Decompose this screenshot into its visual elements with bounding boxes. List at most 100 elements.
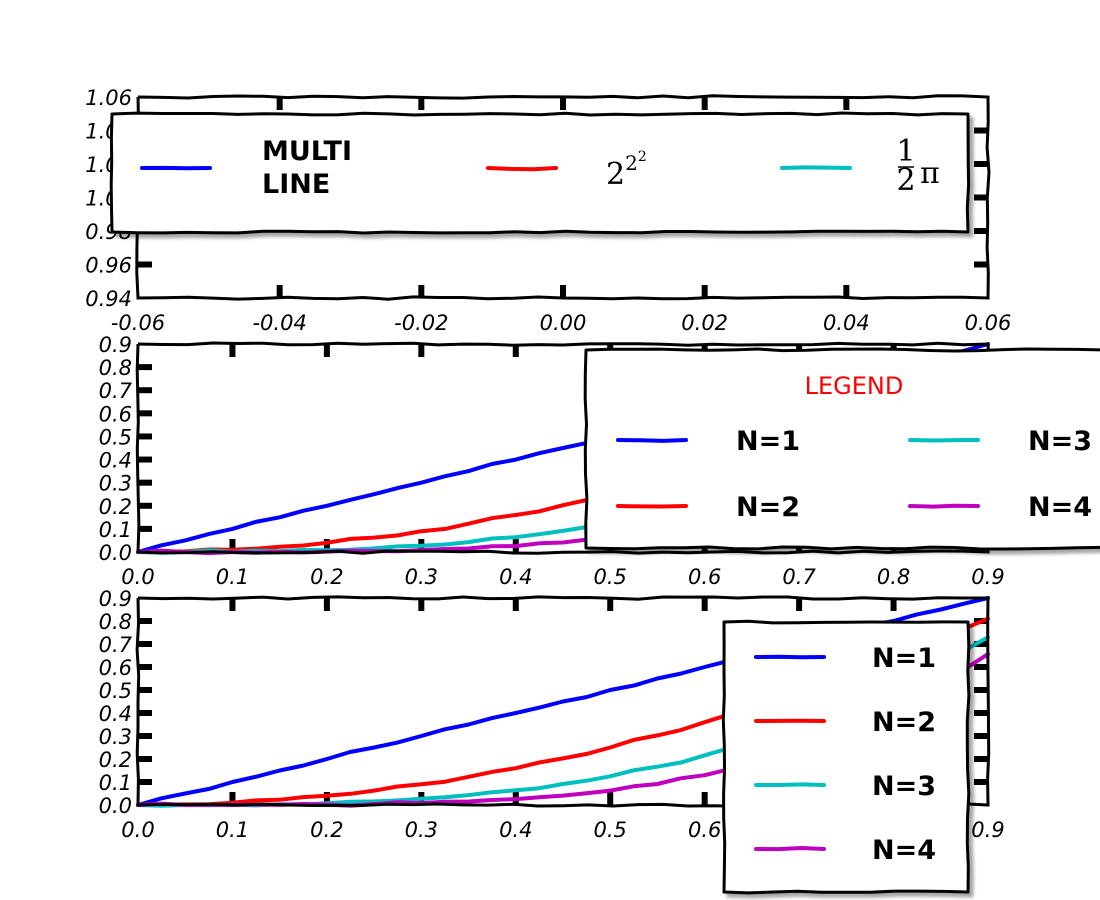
x-tick-bottom	[843, 285, 850, 298]
x-tick-top	[418, 97, 425, 110]
x-tick-top	[607, 598, 614, 611]
x-tick-bottom	[701, 285, 708, 298]
x-tick-label: -0.02	[394, 311, 448, 335]
legend-label-n3: N=3	[1028, 426, 1092, 457]
legend-frame	[721, 619, 971, 895]
legend-label-n1: N=1	[872, 643, 936, 674]
legend-title: LEGEND	[805, 372, 904, 400]
y-tick-left	[138, 779, 152, 785]
legend-top: MULTI LINE 222 12 π	[109, 111, 971, 235]
y-tick-left	[138, 387, 152, 394]
x-tick-label: 0.5	[594, 565, 627, 589]
y-tick-label: 0.96	[85, 254, 132, 278]
y-tick-label: 0.0	[99, 794, 132, 818]
y-tick-label: 0.94	[85, 287, 132, 311]
x-tick-bottom	[607, 792, 614, 805]
y-tick-label: 0.2	[99, 748, 132, 772]
x-tick-bottom	[276, 285, 283, 298]
x-tick-label: 0.3	[405, 565, 438, 589]
axes-frame	[135, 595, 991, 808]
y-tick-right	[974, 127, 988, 134]
legend-line-swatch	[486, 166, 558, 172]
x-tick-label: 0.6	[688, 818, 721, 842]
y-tick-right	[974, 756, 988, 762]
fraction-numerator: 1	[896, 134, 915, 169]
y-tick-right	[974, 779, 988, 785]
y-tick-left	[138, 710, 152, 716]
x-tick-label: 0.02	[681, 311, 728, 335]
legend-label-n2: N=2	[872, 707, 936, 738]
legend-bottom: N=1 N=2 N=3 N=4	[721, 619, 971, 895]
y-tick-label: 0.0	[99, 541, 132, 565]
x-tick-top	[229, 598, 236, 611]
y-tick-right	[974, 228, 988, 234]
y-tick-label: 0.7	[99, 633, 133, 657]
y-tick-left	[138, 687, 152, 693]
x-tick-label: -0.06	[111, 311, 165, 335]
legend-label-n3: N=3	[872, 771, 936, 802]
legend-line-swatch	[754, 845, 826, 852]
x-tick-label: 0.5	[594, 818, 627, 842]
x-tick-bottom	[323, 792, 330, 805]
y-tick-right	[974, 261, 988, 268]
x-tick-bottom	[229, 539, 236, 552]
y-tick-right	[974, 194, 988, 201]
y-tick-label: 0.8	[99, 610, 132, 634]
x-tick-label: 0.4	[499, 818, 532, 842]
legend-label-n4: N=4	[1028, 492, 1092, 523]
x-tick-bottom	[418, 285, 425, 298]
x-tick-bottom	[560, 285, 566, 298]
x-tick-top	[890, 598, 897, 611]
y-tick-left	[138, 502, 152, 509]
x-tick-top	[512, 344, 519, 357]
x-tick-top	[843, 97, 850, 110]
x-tick-label: 0.1	[216, 565, 249, 589]
x-tick-top	[229, 344, 236, 357]
y-tick-left	[138, 733, 152, 739]
legend-line-swatch	[754, 782, 826, 787]
y-tick-left	[138, 641, 152, 647]
y-tick-right	[974, 641, 988, 647]
y-tick-label: 0.5	[99, 679, 132, 703]
chart-panel-top: -0.06 -0.04 -0.02 0.00 0.02 0.04 0.060.940.960…	[85, 86, 1011, 335]
y-tick-right	[974, 733, 988, 739]
y-tick-right	[974, 664, 988, 670]
x-tick-bottom	[323, 539, 330, 552]
x-tick-top	[512, 598, 519, 611]
y-tick-left	[138, 756, 152, 762]
y-tick-label: 0.1	[99, 518, 132, 542]
legend-line-swatch	[616, 504, 688, 509]
x-tick-label: 0.7	[782, 565, 816, 589]
y-tick-label: 0.6	[99, 402, 132, 426]
x-tick-label: 0.04	[823, 311, 870, 335]
legend-frame	[109, 111, 971, 235]
y-tick-left	[138, 525, 152, 532]
x-tick-label: 0.2	[310, 565, 343, 589]
y-tick-left	[138, 618, 152, 624]
axes-frame	[135, 341, 991, 555]
legend-line-swatch	[908, 503, 980, 509]
x-tick-label: 0.9	[971, 818, 1004, 842]
x-tick-label: 0.0	[121, 565, 154, 589]
x-tick-top	[701, 97, 708, 110]
x-tick-label: 0.0	[121, 818, 154, 842]
y-tick-label: 0.4	[99, 449, 132, 473]
y-tick-label: 0.7	[99, 379, 133, 403]
y-tick-label: 0.8	[99, 356, 132, 380]
pi-symbol: π	[920, 156, 940, 191]
y-tick-left	[138, 479, 152, 486]
chart-panel-middle: 0.0 0.1 0.2 0.3 0.4 0.5 0.6 0.7 0.8 0.90.00.10.20…	[99, 333, 1100, 589]
x-tick-top	[701, 598, 708, 611]
y-tick-right	[974, 161, 988, 167]
legend-line-swatch	[780, 165, 852, 170]
legend-label-half-pi: 12 π	[896, 134, 939, 198]
y-tick-label: 0.4	[99, 702, 132, 726]
legend-label-multi-line: MULTI LINE	[262, 136, 352, 200]
x-tick-top	[323, 344, 330, 357]
y-tick-left	[138, 410, 152, 417]
x-tick-top	[796, 598, 803, 611]
x-tick-label: 0.6	[688, 565, 721, 589]
legend-label-n1: N=1	[736, 426, 800, 457]
y-tick-label: 0.1	[99, 771, 132, 795]
